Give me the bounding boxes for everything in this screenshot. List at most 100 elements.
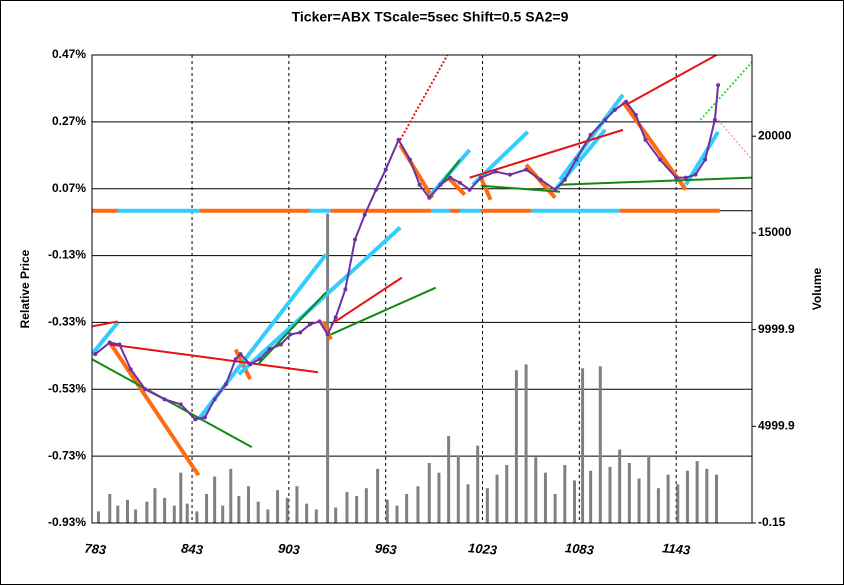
volume-bar	[326, 213, 330, 523]
volume-bar	[185, 503, 189, 523]
price-point	[712, 117, 717, 122]
y-tick-label: -0.33%	[48, 315, 86, 329]
volume-bar	[305, 503, 309, 523]
volume-bar	[108, 493, 112, 523]
price-point	[307, 322, 312, 327]
trend-line	[439, 159, 461, 186]
volume-bar	[456, 455, 460, 523]
y-tick-label: -0.13%	[48, 248, 86, 262]
price-point	[238, 352, 243, 357]
volume-bar	[676, 484, 680, 523]
x-tick-label: 1143	[662, 540, 692, 557]
price-point	[333, 315, 338, 320]
price-point	[212, 397, 217, 402]
volume-bar	[524, 364, 528, 523]
trend-line	[471, 130, 530, 187]
volume-bar	[666, 474, 670, 523]
y2-tick-label: 4999.9	[758, 418, 795, 432]
price-point	[438, 182, 443, 187]
price-point	[588, 132, 593, 137]
x-tick-label: 783	[84, 541, 108, 558]
volume-bar	[285, 497, 289, 523]
volume-bar	[637, 478, 641, 523]
price-point	[478, 175, 483, 180]
volume-bar	[237, 495, 241, 523]
y2-tick-label: 15000	[758, 225, 792, 239]
trend-line	[621, 100, 688, 191]
price-point	[353, 237, 358, 242]
price-point	[427, 195, 432, 200]
price-point	[362, 212, 367, 217]
x-tick-label: 903	[277, 541, 301, 558]
price-point	[493, 169, 498, 174]
trend-line	[399, 55, 449, 141]
y-tick-label: -0.73%	[48, 448, 86, 462]
price-point	[343, 287, 348, 292]
volume-bar	[96, 511, 100, 523]
volume-bar	[581, 368, 585, 523]
volume-bar	[485, 488, 489, 523]
volume-bar	[195, 511, 199, 523]
volume-bar	[647, 455, 651, 523]
volume-bar	[563, 464, 567, 523]
price-point	[633, 112, 638, 117]
price-point	[298, 330, 303, 335]
price-point	[553, 187, 558, 192]
y-tick-label: 0.47%	[52, 47, 86, 61]
price-point	[202, 415, 207, 420]
volume-bar	[334, 507, 338, 523]
price-point	[288, 332, 293, 337]
price-point	[325, 332, 330, 337]
volume-bar	[466, 484, 470, 523]
y-tick-label: 0.07%	[52, 181, 86, 195]
volume-bar	[598, 366, 602, 523]
volume-bar	[495, 474, 499, 523]
volume-bar	[134, 509, 138, 523]
volume-bar	[276, 490, 280, 523]
trend-line	[559, 176, 752, 186]
trend-line	[479, 176, 493, 201]
volume-bar	[247, 486, 251, 523]
y2-tick-label: 9999.9	[758, 322, 795, 336]
volume-bar	[256, 501, 260, 523]
price-point	[383, 167, 388, 172]
volume-bar	[627, 463, 631, 523]
volume-bar	[714, 474, 718, 523]
price-point	[643, 137, 648, 142]
price-point	[457, 180, 462, 185]
x-tick-label: 843	[181, 541, 205, 558]
volume-bar	[656, 488, 660, 523]
volume-bar	[229, 468, 233, 523]
y-axis-title: Relative Price	[18, 249, 32, 328]
trend-line	[558, 93, 625, 181]
volume-bar	[153, 488, 157, 523]
volume-bar	[405, 493, 409, 523]
volume-bar	[534, 457, 538, 523]
price-point	[107, 340, 112, 345]
trend-line	[92, 321, 120, 356]
axes: 0.47% 0.27% 0.07% -0.13% -0.33% -0.53% -0.73% -…	[48, 47, 795, 558]
y2-tick-label: -0.15	[758, 515, 786, 529]
price-point	[223, 382, 228, 387]
volume-bar	[385, 499, 389, 523]
volume-bar	[695, 461, 699, 523]
volume-bar	[437, 472, 441, 523]
x-tick-label: 1083	[564, 540, 595, 558]
trend-line	[92, 320, 119, 328]
volume-bar	[205, 493, 209, 523]
volume-bar	[608, 466, 612, 523]
volume-bar	[476, 445, 480, 523]
price-point	[248, 362, 253, 367]
trend-line	[109, 343, 319, 374]
price-point	[317, 319, 322, 324]
price-point	[507, 172, 512, 177]
y2-tick-label: 20000	[758, 128, 792, 142]
trend-line	[699, 61, 752, 121]
price-point	[233, 357, 238, 362]
volume-bar	[179, 472, 183, 523]
volume-bar	[553, 493, 557, 523]
volume-bar	[376, 468, 380, 523]
plot-border	[91, 54, 753, 524]
